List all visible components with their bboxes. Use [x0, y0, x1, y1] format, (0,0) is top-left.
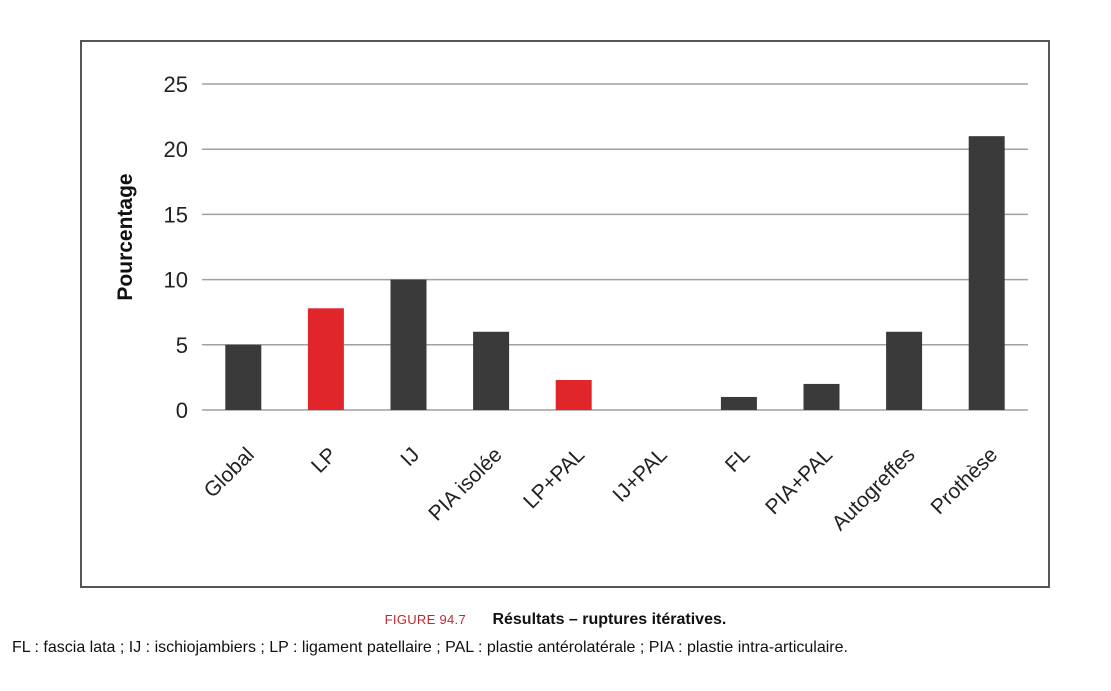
x-tick-label: LP+PAL [519, 443, 589, 513]
y-tick-label: 10 [164, 268, 188, 293]
bar [803, 383, 840, 410]
bar [555, 380, 592, 410]
x-tick-label: Global [200, 443, 259, 502]
bar-chart: 0 5 10 15 20 25 Pourcentage Global LP IJ PIA isolé… [114, 72, 1028, 535]
y-tick-label: 0 [176, 398, 188, 423]
y-tick-label: 5 [176, 333, 188, 358]
x-tick-label: FL [721, 443, 755, 477]
y-tick-label: 15 [164, 202, 188, 227]
y-tick-label: 25 [164, 72, 188, 97]
x-tick-label: Prothèse [927, 443, 1003, 519]
x-tick-label: IJ [396, 443, 424, 471]
figure-title: Résultats – ruptures itératives. [492, 611, 727, 628]
y-tick-label: 20 [164, 137, 188, 162]
x-tick-label: LP [307, 443, 341, 477]
abbreviations-note: FL : fascia lata ; IJ : ischiojambiers ;… [12, 639, 848, 656]
figure-number: FIGURE 94.7 [384, 612, 466, 627]
x-tick-label: IJ+PAL [608, 443, 671, 506]
x-tick-label: PIA+PAL [761, 443, 837, 519]
bar [307, 308, 344, 410]
bar [720, 396, 757, 410]
bar [968, 136, 1005, 410]
bar [886, 331, 923, 410]
figure-caption: FIGURE 94.7 Résultats – ruptures itérati… [0, 611, 1111, 629]
chart-frame: 0 5 10 15 20 25 Pourcentage Global LP IJ PIA isolé… [80, 40, 1050, 588]
bar [390, 279, 427, 410]
x-tick-label: Autogreffes [828, 443, 920, 535]
bar [473, 331, 510, 410]
bar [225, 344, 262, 410]
x-tick-label: PIA isolée [424, 443, 506, 525]
y-axis-label: Pourcentage [114, 173, 137, 300]
